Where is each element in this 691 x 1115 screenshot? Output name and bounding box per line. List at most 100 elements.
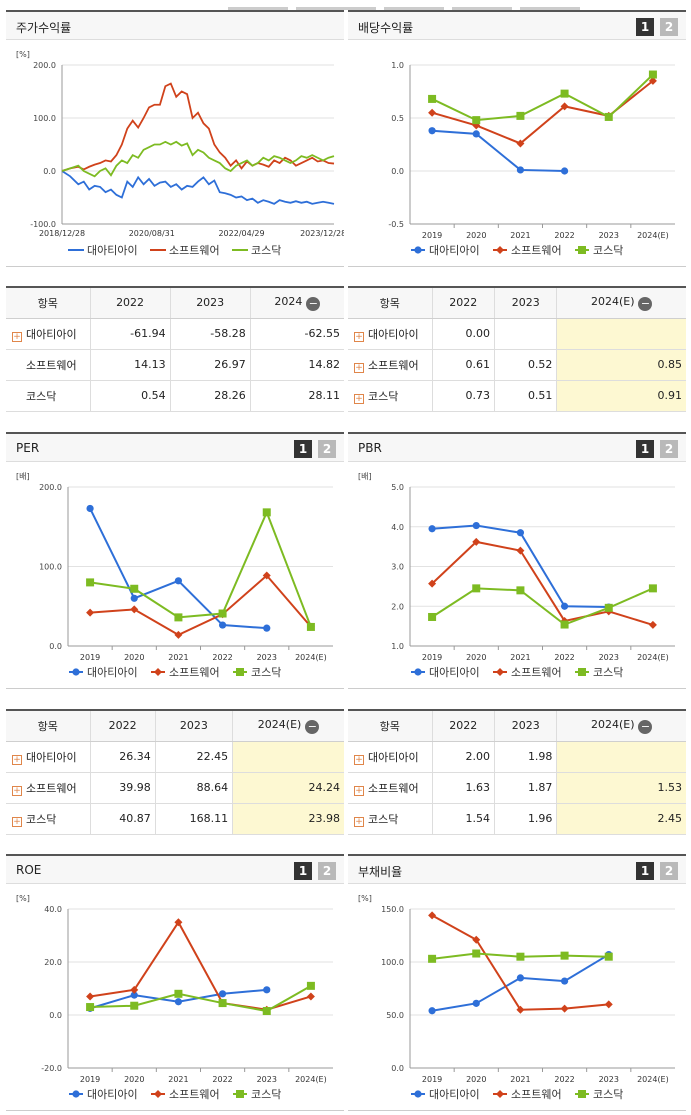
- value-cell: 1.87: [494, 772, 558, 804]
- point-marker-circle: [86, 504, 94, 513]
- y-tick-label: 150.0: [381, 905, 404, 914]
- point-marker-circle: [428, 525, 436, 533]
- panel-title: ROE: [16, 863, 42, 877]
- y-unit-label: [%]: [16, 50, 30, 59]
- collapse-icon[interactable]: −: [305, 719, 320, 734]
- y-unit-label: [배]: [358, 472, 372, 481]
- x-tick-label: 2021: [510, 231, 530, 240]
- top-tab-strip: [0, 0, 691, 10]
- point-marker-circle: [218, 990, 227, 998]
- page-1-button[interactable]: 1: [636, 440, 654, 458]
- series-line: [431, 587, 654, 626]
- point-marker-circle: [472, 999, 480, 1007]
- y-tick-label: -0.5: [388, 220, 404, 229]
- legend-label: 대아티아이: [87, 666, 138, 679]
- table-row: + 소프트웨어 39.98 88.64 24.24: [6, 772, 344, 804]
- x-tick-label: 2022: [554, 231, 574, 240]
- table-row: + 대아티아이 26.34 22.45: [6, 741, 344, 773]
- dividend-table-panel: 항목 2022 2023 2024(E) − + 대아티아이 0.00 + 소프트웨어…: [348, 286, 686, 412]
- value-cell: 1.98: [494, 741, 558, 773]
- row-label: 소프트웨어: [26, 358, 77, 372]
- table-row: + 코스닥 0.73 0.51 0.91: [348, 380, 686, 412]
- y-tick-label: 0.0: [391, 1064, 404, 1073]
- point-marker-square: [130, 584, 139, 593]
- expand-plus-icon[interactable]: +: [12, 785, 22, 796]
- row-label-cell: + 코스닥: [6, 803, 91, 835]
- value-cell: 0.91: [556, 380, 686, 412]
- y-tick-label: 4.0: [391, 523, 404, 532]
- x-tick-label: 2021: [168, 653, 188, 662]
- collapse-icon[interactable]: −: [638, 719, 653, 734]
- panel-header: 부채비율 1 2: [348, 854, 686, 884]
- row-label-cell: + 소프트웨어: [6, 772, 91, 804]
- x-tick-label: 2023: [599, 231, 619, 240]
- x-tick-label: 2019: [80, 653, 100, 662]
- page-1-button[interactable]: 1: [294, 862, 312, 880]
- table-row: 코스닥 0.54 28.26 28.11: [6, 380, 344, 412]
- dividend-table: 항목 2022 2023 2024(E) − + 대아티아이 0.00 + 소프트웨어…: [348, 286, 686, 412]
- expand-plus-icon[interactable]: +: [354, 785, 364, 796]
- page-2-button[interactable]: 2: [660, 18, 678, 36]
- point-marker-circle: [72, 1090, 80, 1098]
- point-marker-square: [516, 111, 525, 120]
- collapse-icon[interactable]: −: [638, 296, 653, 311]
- point-marker-circle: [263, 624, 271, 632]
- panel-header: PER 1 2: [6, 432, 344, 462]
- value-cell: 0.61: [432, 349, 495, 381]
- col-header-label: 2024(E): [590, 717, 635, 731]
- page-2-button[interactable]: 2: [318, 440, 336, 458]
- col-header: 2022: [90, 286, 171, 319]
- page-2-button[interactable]: 2: [660, 440, 678, 458]
- legend-label: 대아티아이: [429, 1088, 480, 1101]
- value-cell: [556, 318, 686, 350]
- point-marker-square: [306, 981, 315, 990]
- point-marker-square: [604, 603, 613, 612]
- y-tick-label: 1.0: [391, 61, 404, 70]
- point-marker-circle: [560, 602, 569, 610]
- col-header-2024e: 2024(E) −: [556, 286, 686, 319]
- y-unit-label: [배]: [16, 472, 30, 481]
- value-cell: 1.54: [432, 803, 495, 835]
- panel-header: 주가수익률: [6, 10, 344, 40]
- x-tick-label: 2020: [466, 1075, 486, 1084]
- page-2-button[interactable]: 2: [660, 862, 678, 880]
- point-marker-diamond: [604, 1000, 613, 1009]
- expand-plus-icon[interactable]: +: [354, 331, 364, 342]
- expand-plus-icon[interactable]: +: [354, 754, 364, 765]
- point-marker-square: [86, 578, 95, 587]
- page-1-button[interactable]: 1: [294, 440, 312, 458]
- expand-plus-icon[interactable]: +: [12, 331, 22, 342]
- top-tab-strip-shapes: [228, 7, 580, 10]
- col-header-label: 2024(E): [590, 294, 635, 308]
- expand-plus-icon[interactable]: +: [12, 754, 22, 765]
- point-marker-square: [648, 584, 657, 593]
- row-label: 대아티아이: [368, 327, 419, 341]
- point-marker-square: [560, 89, 569, 98]
- col-header-label: 2024: [274, 294, 303, 308]
- expand-plus-icon[interactable]: +: [12, 816, 22, 827]
- page-1-button[interactable]: 1: [636, 18, 654, 36]
- panel-dividend-yield: 배당수익률 1 2 1.0 0.5 0.0 -0.5 2019 2020 2021 2022 2…: [348, 10, 686, 267]
- value-cell: 28.11: [250, 380, 344, 412]
- y-unit-label: [%]: [16, 894, 30, 903]
- value-cell: 2.00: [432, 741, 495, 773]
- y-tick-label: 0.0: [49, 1011, 62, 1020]
- legend-label: 코스닥: [251, 1088, 281, 1101]
- collapse-icon[interactable]: −: [306, 296, 321, 311]
- legend-label: 소프트웨어: [511, 1088, 562, 1101]
- point-marker-square: [578, 1090, 586, 1098]
- point-marker-square: [218, 609, 227, 618]
- page-2-button[interactable]: 2: [318, 862, 336, 880]
- point-marker-square: [262, 1007, 271, 1016]
- expand-plus-icon[interactable]: +: [354, 362, 364, 373]
- point-marker-square: [578, 246, 586, 254]
- point-marker-diamond: [496, 246, 504, 254]
- expand-plus-icon[interactable]: +: [354, 816, 364, 827]
- page-1-button[interactable]: 1: [636, 862, 654, 880]
- row-label: 코스닥: [26, 389, 57, 403]
- point-marker-square: [560, 620, 569, 629]
- point-marker-diamond: [496, 668, 504, 676]
- point-marker-diamond: [428, 911, 437, 920]
- point-marker-square: [472, 116, 481, 125]
- expand-plus-icon[interactable]: +: [354, 393, 364, 404]
